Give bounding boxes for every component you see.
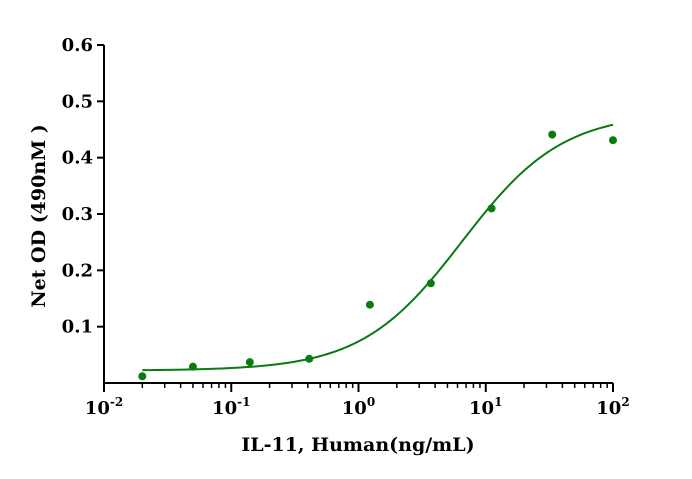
ticks: 0.1 0.2 0.3 0.4 0.5 0.6 10-2 10-1 100 101 102 [62,35,630,419]
y-tick-label: 0.1 [62,317,93,338]
y-tick-label: 0.2 [62,260,93,281]
axes [103,45,613,384]
fit-curve-group [142,123,614,372]
data-point [305,354,314,363]
y-axis-title: Net OD (490nM ) [28,124,50,308]
data-points [138,130,617,381]
data-point [426,279,435,288]
x-tick-label: 10-2 [85,395,123,419]
data-point [188,362,197,371]
y-tick-label: 0.6 [62,35,93,56]
data-point [245,358,254,367]
data-point [548,130,557,139]
data-point [365,300,374,309]
y-tick-label: 0.4 [62,148,93,169]
data-point [138,372,147,381]
data-point [609,136,617,145]
fit-curve [142,123,614,372]
x-axis-title: IL-11, Human(ng/mL) [241,434,474,456]
y-tick-label: 0.5 [62,91,93,112]
x-tick-label: 102 [596,395,629,419]
x-tick-label: 101 [469,395,502,419]
x-tick-label: 10-1 [212,395,250,419]
y-tick-label: 0.3 [62,204,93,225]
data-point [487,204,496,213]
x-tick-label: 100 [342,395,375,419]
